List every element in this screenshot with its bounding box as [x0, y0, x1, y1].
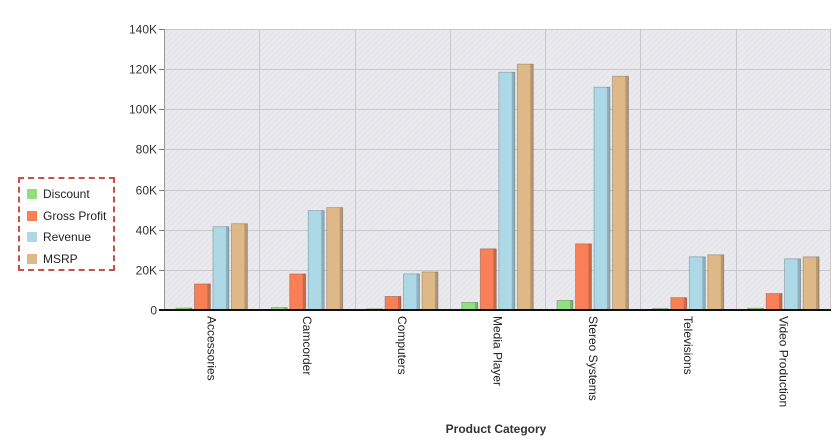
legend-label: Revenue: [43, 230, 92, 244]
bar-shade: [588, 243, 592, 310]
bar-shade: [474, 302, 478, 310]
bar-shade: [683, 297, 687, 310]
legend-swatch: [27, 232, 37, 242]
legend: Discount Gross Profit Revenue MSRP: [18, 177, 115, 271]
bar-shade: [607, 87, 610, 310]
x-category-label: Media Player: [491, 316, 505, 386]
bar-shade: [720, 254, 724, 310]
legend-item-discount[interactable]: Discount: [27, 186, 90, 202]
bar-shade: [302, 273, 306, 310]
x-category-label: Televisions: [681, 316, 695, 375]
bar-shade: [207, 283, 211, 310]
bar-shade: [511, 72, 515, 310]
y-tick-label: 0: [150, 304, 157, 318]
bar-shade: [493, 248, 497, 310]
bar-shade: [321, 210, 325, 310]
legend-label: Discount: [43, 187, 90, 201]
axes: [159, 29, 831, 311]
bar-shade: [530, 64, 534, 310]
y-tick-label: 120K: [129, 63, 157, 77]
bar-shade: [779, 293, 783, 310]
y-tick-label: 40K: [136, 224, 157, 238]
legend-label: Gross Profit: [43, 208, 107, 223]
bar-shade: [816, 256, 820, 310]
legend-swatch: [27, 189, 37, 199]
legend-swatch: [27, 210, 37, 221]
legend-item-gross-profit[interactable]: Gross Profit: [27, 208, 106, 224]
bar-shade: [339, 207, 343, 310]
legend-item-revenue[interactable]: Revenue: [27, 229, 91, 245]
bar-shade: [225, 226, 229, 310]
bar-shade: [625, 76, 629, 310]
bar-shade: [435, 271, 438, 310]
bar-shade: [702, 256, 706, 310]
grid-lines: [164, 29, 831, 310]
y-tick-labels: 0 20K 40K 60K 80K 100K 120K 140K: [129, 23, 157, 318]
y-tick-label: 100K: [129, 103, 157, 117]
x-axis-title: Product Category: [446, 422, 547, 436]
x-category-label: Computers: [395, 316, 409, 375]
legend-label: MSRP: [43, 251, 78, 266]
x-category-label: Camcorder: [300, 316, 314, 375]
bar-shade: [284, 307, 288, 310]
x-category-labels: Accessories Camcorder Computers Media Playe…: [205, 316, 791, 407]
plot-area: [164, 29, 831, 310]
legend-item-msrp[interactable]: MSRP: [27, 251, 78, 267]
y-tick-label: 80K: [136, 143, 157, 157]
bar-shade: [797, 258, 801, 310]
y-tick-label: 60K: [136, 184, 157, 198]
bar-shade: [416, 273, 420, 310]
y-tick-label: 20K: [136, 264, 157, 278]
bar-shade: [398, 296, 401, 310]
bar-shade: [570, 300, 573, 310]
x-category-label: Accessories: [205, 316, 219, 381]
x-category-label: Stereo Systems: [586, 316, 600, 401]
x-category-label: Video Production: [776, 316, 790, 407]
bar-shade: [244, 223, 248, 310]
y-tick-label: 140K: [129, 23, 157, 37]
legend-swatch: [27, 253, 37, 264]
